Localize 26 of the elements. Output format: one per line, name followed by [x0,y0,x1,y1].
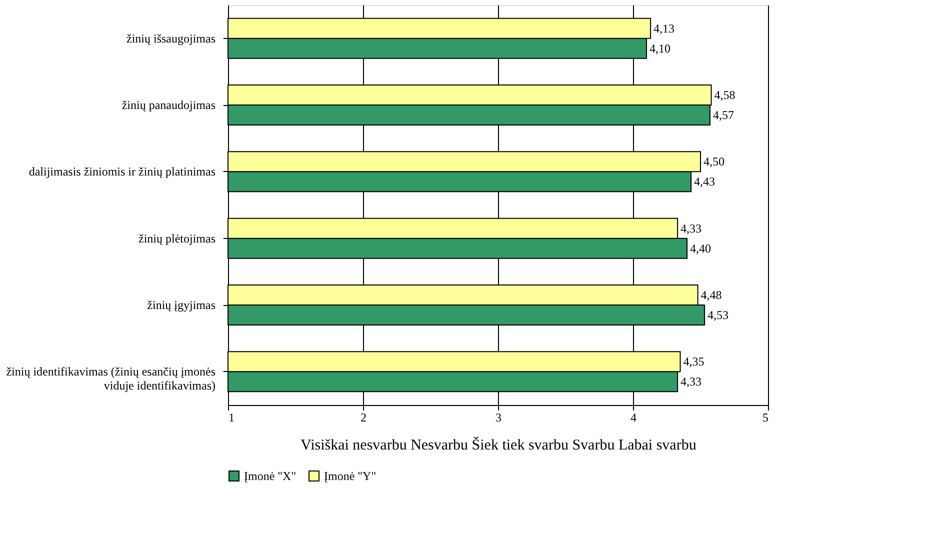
y-tick-label: žinių išsaugojimas [126,31,216,46]
x-tick-label: 2 [360,410,366,424]
data-label: 4,33 [680,221,702,236]
data-label: 4,43 [694,174,716,189]
y-tick-label: žinių identifikavimas (žinių esančių įmonės viduje identifikavimas) [6,364,216,393]
data-label: 4,57 [712,108,734,122]
y-tick-label: žinių panaudojimas [122,98,216,112]
y-tick-label: dalijimasis žiniomis ir žinių platinimas [28,164,216,179]
data-label: 4,40 [690,241,711,256]
data-label: 4,13 [654,21,675,36]
x-tick-label: 1 [228,410,234,424]
x-axis-title: Visiškai nesvarbu Nesvarbu Šiek tiek svarbu Svarbu Labai svarbu [300,436,697,454]
x-tick-label: 3 [496,410,502,424]
data-label: 4,50 [704,154,724,169]
y-tick-label: žinių įgyjimas [147,298,216,312]
x-tick-label: 5 [762,410,768,424]
legend-label: Įmonė "X" [244,469,296,483]
data-label: 4,35 [683,354,704,369]
data-label: 4,10 [650,41,670,56]
x-tick-label: 4 [630,410,636,424]
legend-label: Įmonė "Y" [324,469,376,483]
data-label: 4,33 [680,374,702,389]
data-label: 4,58 [714,88,736,102]
data-label: 4,48 [700,288,722,302]
data-label: 4,53 [708,308,729,322]
y-tick-label: žinių plėtojimas [138,231,216,246]
